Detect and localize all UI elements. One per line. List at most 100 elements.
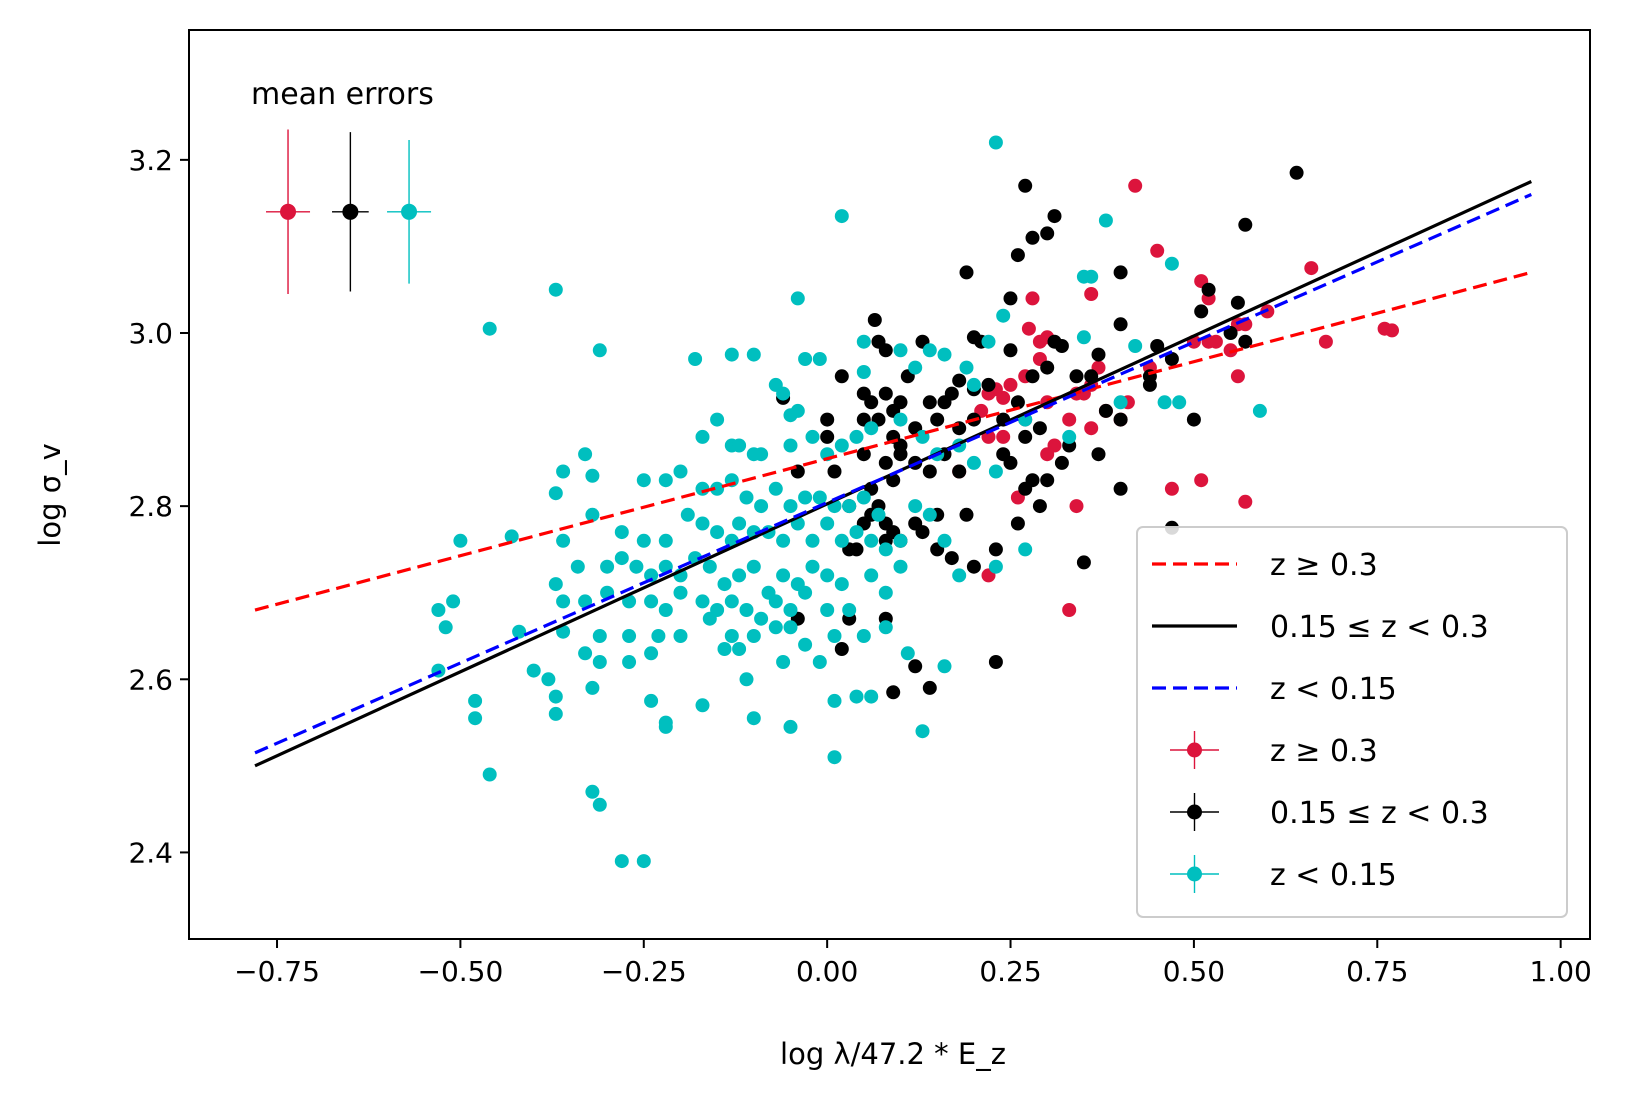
point-series2-195 — [966, 377, 981, 392]
point-series2-177 — [739, 672, 754, 687]
point-series1-90 — [959, 507, 974, 522]
point-series2-167 — [812, 655, 827, 669]
point-series2-136 — [798, 585, 813, 600]
point-series1-6 — [959, 265, 974, 280]
point-series2-69 — [908, 499, 923, 514]
point-series2-112 — [805, 559, 820, 574]
point-series2-170 — [468, 693, 483, 708]
point-series0-41 — [1194, 473, 1209, 488]
point-series1-28 — [1238, 334, 1253, 349]
point-series2-67 — [856, 490, 871, 505]
point-series2-14 — [776, 386, 791, 401]
plot-frame — [188, 29, 1591, 940]
point-series2-98 — [600, 559, 615, 574]
point-series2-47 — [1113, 395, 1128, 410]
point-series2-71 — [548, 486, 563, 501]
point-series1-42 — [1069, 369, 1084, 384]
point-series1-110 — [922, 680, 937, 695]
y-tick-label-1: 2.6 — [128, 663, 173, 696]
point-series2-119 — [988, 559, 1003, 574]
point-series2-176 — [695, 698, 710, 713]
point-series2-88 — [834, 533, 849, 548]
point-series2-43 — [966, 455, 981, 470]
point-series2-158 — [541, 672, 556, 687]
point-series2-184 — [482, 767, 497, 782]
point-series2-122 — [556, 594, 571, 609]
point-series1-108 — [988, 655, 1003, 669]
point-series1-14 — [867, 313, 882, 327]
point-series0-39 — [1230, 369, 1245, 384]
point-series1-0 — [1289, 165, 1304, 180]
point-series2-155 — [878, 620, 893, 635]
point-series2-91 — [878, 542, 893, 557]
point-series1-34 — [922, 395, 937, 410]
point-series1-77 — [1003, 455, 1018, 470]
point-series1-9 — [1230, 295, 1245, 310]
point-series1-47 — [1186, 412, 1201, 427]
point-series0-24 — [996, 429, 1011, 444]
point-series1-75 — [952, 464, 967, 479]
point-series0-16 — [1021, 321, 1036, 336]
point-series2-175 — [644, 693, 659, 708]
point-series2-93 — [937, 533, 952, 548]
point-series2-118 — [952, 568, 967, 583]
point-series0-1 — [1150, 243, 1165, 258]
point-series2-138 — [842, 603, 857, 617]
x-tick-label-7: 1.00 — [1529, 955, 1591, 988]
x-tick-label-0: −0.75 — [234, 955, 320, 988]
point-series2-81 — [732, 516, 747, 531]
point-series2-188 — [658, 719, 673, 734]
point-series1-13 — [1113, 317, 1128, 332]
point-series1-46 — [1164, 352, 1179, 366]
point-series2-120 — [1018, 542, 1033, 557]
point-series2-123 — [578, 594, 593, 609]
fit-line-0 — [254, 270, 1532, 612]
point-series2-38 — [864, 421, 879, 436]
point-series2-13 — [790, 403, 805, 418]
point-series2-151 — [768, 620, 783, 635]
point-series2-132 — [739, 603, 754, 617]
point-series1-10 — [1238, 217, 1253, 232]
point-series1-11 — [1003, 291, 1018, 306]
point-series1-65 — [827, 464, 842, 479]
point-series2-17 — [856, 334, 871, 349]
point-series2-101 — [644, 568, 659, 583]
point-series1-93 — [1113, 481, 1128, 496]
mean-error-bar-0 — [266, 129, 311, 295]
y-tick-label-4: 3.2 — [128, 144, 173, 177]
point-series2-84 — [776, 533, 791, 548]
point-series0-23 — [981, 429, 996, 444]
point-series2-10 — [746, 347, 761, 362]
point-series2-140 — [446, 594, 461, 609]
point-series2-59 — [739, 490, 754, 505]
point-series2-96 — [556, 533, 571, 548]
point-series2-114 — [834, 577, 849, 592]
point-series1-44 — [1113, 412, 1128, 427]
point-series2-133 — [754, 611, 769, 626]
point-series2-105 — [702, 559, 717, 574]
point-series2-46 — [1062, 429, 1077, 444]
point-series1-95 — [849, 542, 864, 557]
point-series2-28 — [695, 429, 710, 444]
point-series1-60 — [1018, 429, 1033, 444]
point-series1-97 — [908, 516, 923, 531]
point-series2-172 — [548, 689, 563, 704]
point-series1-40 — [1025, 369, 1040, 384]
point-series2-153 — [827, 629, 842, 643]
point-series2-116 — [878, 585, 893, 600]
point-series0-49 — [1047, 438, 1062, 453]
point-series1-3 — [1025, 230, 1040, 245]
point-series2-165 — [776, 655, 791, 669]
point-series1-8 — [1201, 282, 1216, 297]
point-series2-68 — [871, 507, 886, 522]
point-series2-70 — [922, 507, 937, 522]
point-series1-49 — [820, 412, 835, 427]
point-series2-146 — [651, 629, 666, 643]
point-series1-111 — [1076, 555, 1091, 570]
point-series1-80 — [1040, 473, 1055, 488]
point-series0-40 — [1238, 494, 1253, 509]
point-series2-62 — [783, 499, 798, 514]
point-series1-99 — [944, 551, 959, 566]
point-series2-50 — [1252, 403, 1267, 418]
legend-series-label-0: z ≥ 0.3 — [1270, 734, 1378, 769]
